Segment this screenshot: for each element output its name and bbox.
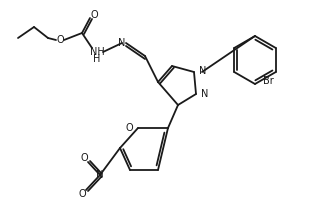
Text: O: O <box>90 10 98 20</box>
Text: N: N <box>199 66 206 76</box>
Text: O: O <box>78 189 86 199</box>
Text: N: N <box>118 38 126 48</box>
Text: O: O <box>80 153 88 163</box>
Text: O: O <box>56 35 64 45</box>
Text: Br: Br <box>263 76 274 86</box>
Text: O: O <box>125 123 133 133</box>
Text: N: N <box>96 170 104 180</box>
Text: NH: NH <box>90 47 105 57</box>
Text: H: H <box>93 54 101 64</box>
Text: N: N <box>201 89 208 99</box>
